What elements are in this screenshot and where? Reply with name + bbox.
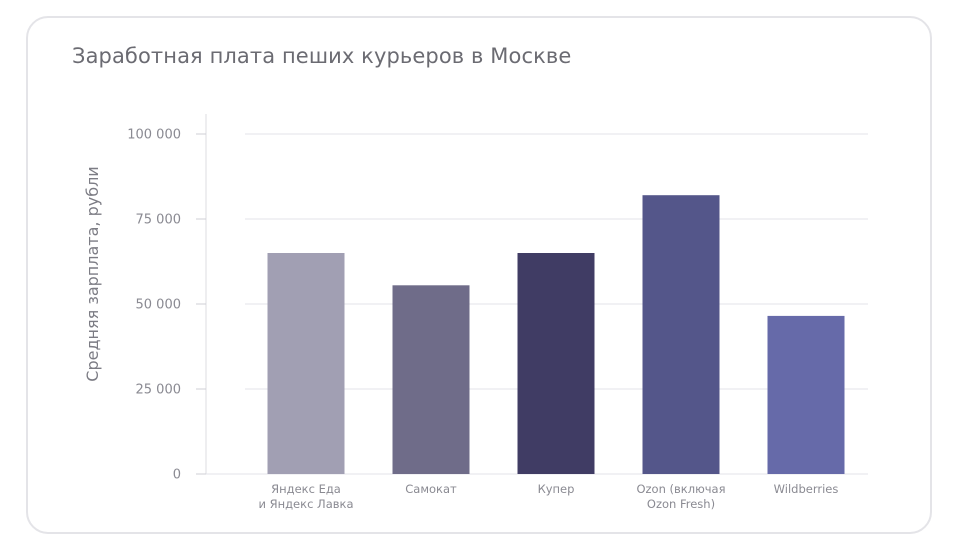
y-axis-title: Средняя зарплата, рубли (83, 166, 102, 381)
y-tick-label: 100 000 (127, 128, 181, 143)
y-tick-labels: 0 25 000 50 000 75 000 100 000 (127, 128, 206, 483)
x-category-label: Купер (538, 482, 575, 496)
x-category-label: Ozon Fresh) (647, 497, 715, 511)
x-category-label: Wildberries (774, 482, 839, 496)
bars (267, 195, 845, 474)
bar (267, 253, 345, 474)
chart-title: Заработная плата пеших курьеров в Москве (72, 44, 572, 68)
bar (642, 195, 720, 474)
y-tick-label: 50 000 (136, 298, 182, 313)
x-category-label: Ozon (включая (636, 482, 725, 496)
y-tick-label: 0 (173, 468, 181, 483)
y-tick-label: 25 000 (136, 383, 182, 398)
bar (517, 253, 595, 474)
bar (767, 315, 845, 474)
x-category-label: Самокат (405, 482, 457, 496)
y-tick-label: 75 000 (136, 213, 182, 228)
x-category-label: и Яндекс Лавка (258, 497, 353, 511)
x-category-label: Яндекс Еда (271, 482, 341, 496)
bar (392, 285, 470, 474)
